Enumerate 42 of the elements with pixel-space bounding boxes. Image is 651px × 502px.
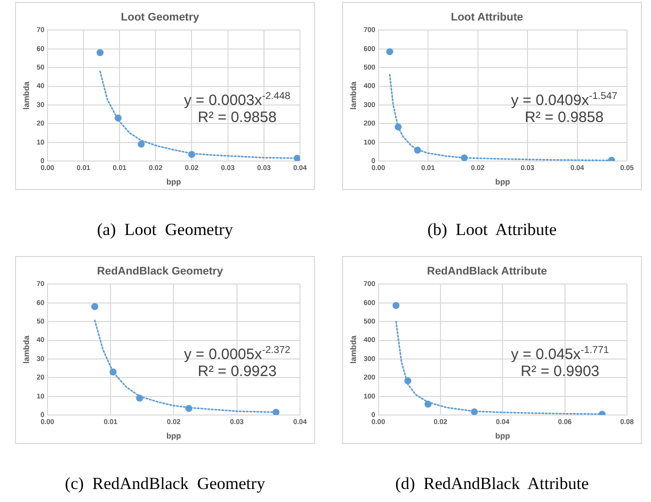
point [185,404,192,412]
text: (b) Loot Attribute [426,220,558,240]
text: (c) RedAndBlack Geometry [64,474,266,494]
point [392,302,400,309]
point [414,146,422,154]
point [91,303,98,310]
text: (a) Loot Geometry [96,220,234,240]
chart-title: RedAndBlack Geometry [97,266,224,278]
chart-title: RedAndBlack Attribute [427,266,547,278]
y-axis-title: lambda [22,81,32,110]
chart-title: Loot Attribute [450,12,524,24]
point [404,377,412,384]
point [114,114,122,122]
annotation: y = 0.0003x$^{-2.448}$ [184,91,290,109]
point [272,408,280,415]
point [188,150,196,158]
point [294,154,300,161]
x-axis-title: bpp [495,431,510,440]
point [110,368,117,376]
point [386,48,394,56]
point [470,408,478,415]
annotation: y = 0.045x$^{-1.771}$ [511,345,609,363]
annotation: y = 0.0409x$^{-1.547}$ [511,91,618,109]
point [138,140,145,148]
annotation: R² = 0.9903 [520,363,600,380]
point [424,400,432,408]
annotation: R² = 0.9923 [198,363,277,380]
x-axis-title: bpp [166,177,182,186]
chart-title: Loot Geometry [120,12,200,24]
y-axis-title: lambda [349,81,358,110]
point [394,123,402,130]
annotation: R² = 0.9858 [198,109,277,126]
text: (d) RedAndBlack Attribute [394,474,590,494]
x-axis-title: bpp [166,431,182,440]
annotation: y = 0.0005x$^{-2.372}$ [184,345,290,363]
point [460,154,468,161]
x-axis-title: bpp [495,177,510,186]
point [136,394,144,402]
point [96,49,104,56]
annotation: R² = 0.9858 [524,109,604,126]
y-axis-title: lambda [349,335,358,364]
y-axis-title: lambda [22,335,32,364]
